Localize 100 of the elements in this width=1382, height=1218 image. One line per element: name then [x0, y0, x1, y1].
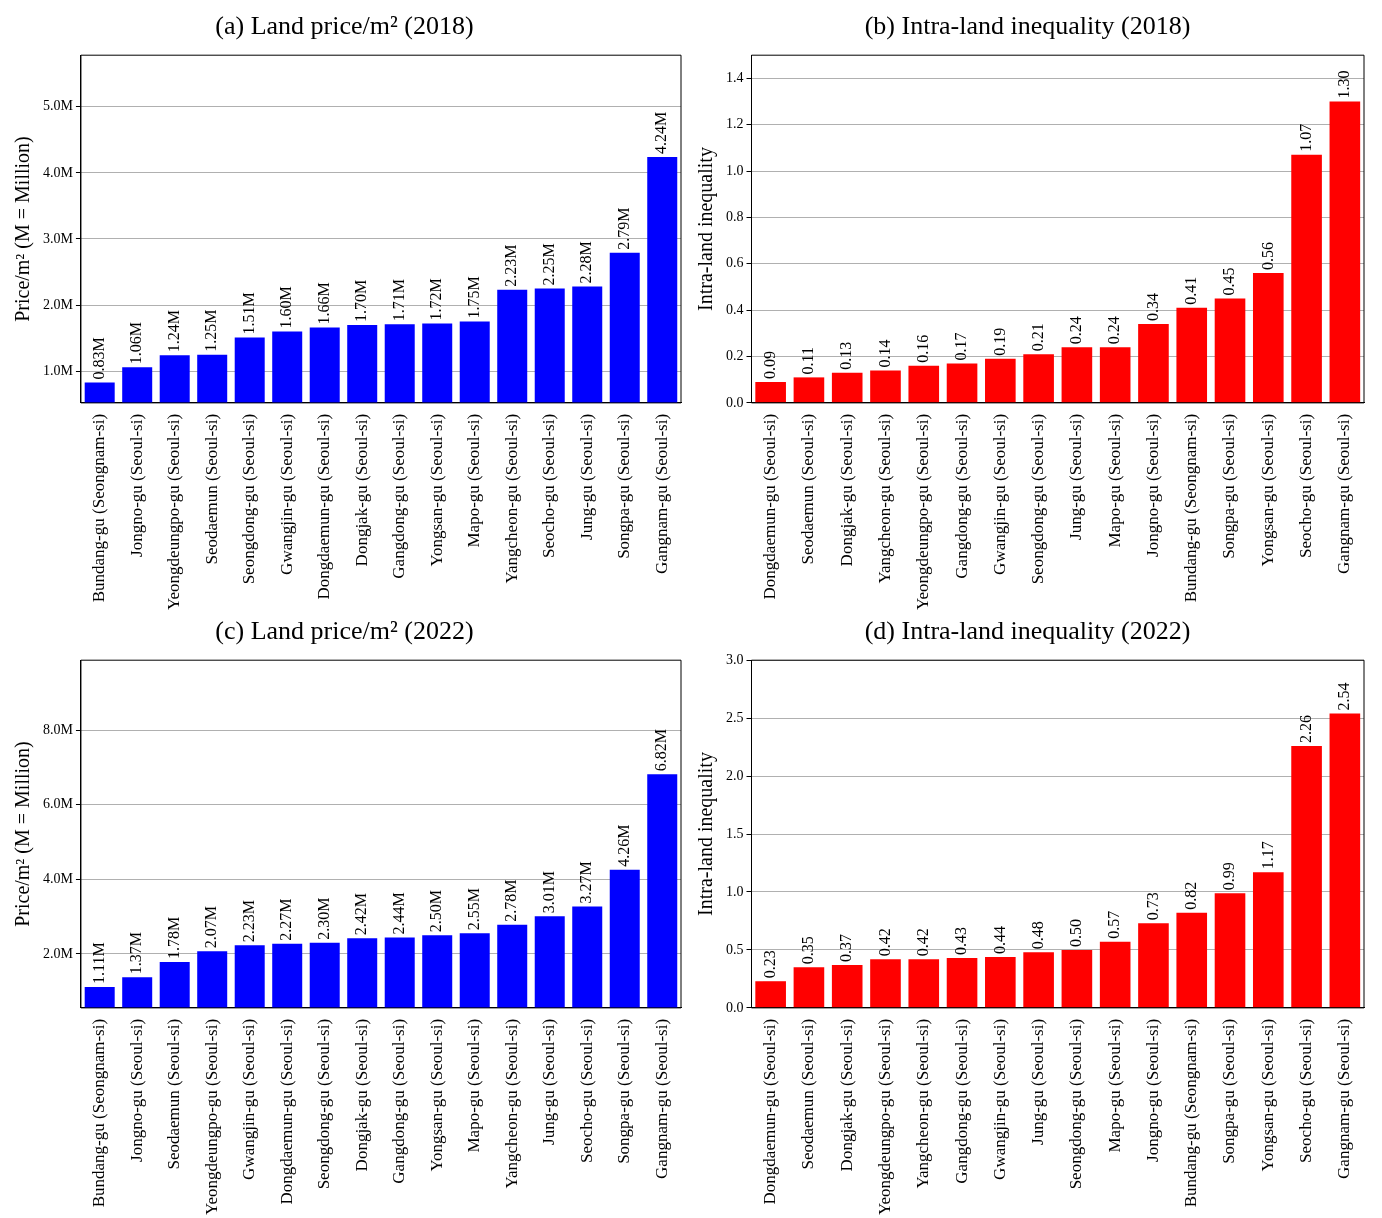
data-label: 0.35: [799, 936, 817, 965]
data-label: 0.57: [1105, 910, 1123, 939]
x-tick-label: Gangdong-gu (Seoul-si): [389, 1018, 409, 1184]
data-label: 1.70M: [352, 279, 370, 322]
data-label: 2.42M: [352, 892, 370, 936]
y-axis-title: Intra-land inequality: [694, 752, 718, 916]
y-tick-label: 0.2: [726, 348, 744, 364]
data-label: 0.16: [913, 334, 931, 363]
x-tick-label: Seodaemun (Seoul-si): [798, 1018, 818, 1170]
data-label: 0.48: [1028, 921, 1046, 950]
bar: [1291, 745, 1322, 1008]
data-label: 2.28M: [577, 241, 595, 284]
x-tick-label: Mapo-gu (Seoul-si): [464, 413, 484, 548]
x-tick-label: Gwangjin-gu (Seoul-si): [276, 413, 296, 575]
data-label: 0.50: [1067, 918, 1085, 947]
x-tick-label: Gangdong-gu (Seoul-si): [951, 1018, 971, 1184]
y-tick-label: 0.0: [726, 999, 744, 1015]
x-tick-label: Dongdaemun-gu (Seoul-si): [276, 1018, 296, 1205]
x-tick-label: Yeongdeungpo-gu (Seoul-si): [874, 1018, 894, 1215]
bar: [985, 956, 1016, 1008]
x-tick-label: Songpa-gu (Seoul-si): [1219, 1018, 1239, 1164]
y-tick-label: 4.0M: [43, 164, 74, 180]
bar: [755, 981, 786, 1008]
y-tick-label: 1.4: [726, 70, 744, 86]
data-label: 0.19: [990, 327, 1008, 356]
data-label: 0.45: [1220, 267, 1238, 296]
data-label: 1.51M: [239, 292, 257, 335]
x-tick-label: Bundang-gu (Seongnam-si): [1181, 413, 1201, 603]
x-tick-label: Jung-gu (Seoul-si): [1066, 413, 1086, 540]
data-label: 0.41: [1181, 276, 1199, 305]
x-tick-label: Yongsan-gu (Seoul-si): [1257, 413, 1277, 567]
data-label: 2.79M: [614, 207, 632, 250]
bar: [908, 959, 940, 1008]
x-tick-label: Dongdaemun-gu (Seoul-si): [314, 413, 334, 600]
x-tick-label: Jung-gu (Seoul-si): [539, 1018, 559, 1145]
x-tick-label: Bundang-gu (Seongnam-si): [89, 1018, 109, 1208]
x-tick-label: Gangnam-gu (Seoul-si): [651, 413, 671, 574]
data-label: 1.11M: [89, 942, 107, 985]
chart-title: (c) Land price/m² (2022): [215, 616, 474, 646]
data-label: 0.43: [952, 927, 970, 956]
y-tick-label: 4.0M: [43, 870, 74, 886]
data-label: 0.17: [952, 332, 970, 361]
x-tick-label: Seodaemun (Seoul-si): [164, 1018, 184, 1170]
data-label: 0.99: [1220, 862, 1238, 891]
data-label: 0.42: [875, 928, 893, 957]
bar: [1023, 952, 1054, 1008]
x-tick-label: Songpa-gu (Seoul-si): [614, 413, 634, 559]
data-label: 1.78M: [164, 916, 182, 960]
x-tick-label: Dongdaemun-gu (Seoul-si): [760, 413, 780, 600]
bar: [1329, 713, 1361, 1008]
bar: [1023, 354, 1054, 403]
data-label: 3.01M: [539, 870, 557, 914]
data-label: 2.23M: [239, 900, 257, 943]
x-tick-label: Songpa-gu (Seoul-si): [614, 1018, 634, 1164]
x-tick-label: Mapo-gu (Seoul-si): [464, 1018, 484, 1153]
data-label: 0.11: [799, 346, 817, 375]
x-tick-label: Yongsan-gu (Seoul-si): [426, 413, 446, 567]
bar: [870, 370, 901, 403]
bar: [946, 363, 978, 403]
data-label: 2.26: [1296, 714, 1314, 743]
data-label: 0.21: [1028, 323, 1046, 352]
x-tick-label: Dongjak-gu (Seoul-si): [351, 1018, 371, 1172]
bar: [1176, 912, 1208, 1008]
bar: [831, 965, 863, 1008]
data-label: 1.24M: [164, 310, 182, 353]
y-tick-label: 3.0: [726, 651, 744, 667]
x-tick-label: Dongdaemun-gu (Seoul-si): [760, 1018, 780, 1205]
data-label: 4.24M: [652, 111, 670, 154]
x-tick-label: Yeongdeungpo-gu (Seoul-si): [201, 1018, 221, 1215]
x-tick-label: Jung-gu (Seoul-si): [1028, 1018, 1048, 1145]
bar: [870, 959, 901, 1008]
data-label: 2.44M: [389, 892, 407, 935]
bar: [1252, 273, 1284, 403]
x-tick-label: Bundang-gu (Seongnam-si): [89, 413, 109, 603]
x-tick-label: Seodaemun (Seoul-si): [201, 413, 221, 565]
x-tick-label: Mapo-gu (Seoul-si): [1104, 1018, 1124, 1153]
x-tick-label: Songpa-gu (Seoul-si): [1219, 413, 1239, 559]
x-tick-label: Yongsan-gu (Seoul-si): [1257, 1018, 1277, 1172]
data-label: 1.75M: [464, 276, 482, 319]
x-tick-label: Seocho-gu (Seoul-si): [539, 413, 559, 558]
data-label: 2.54: [1335, 682, 1353, 711]
data-label: 4.26M: [614, 824, 632, 867]
y-tick-label: 1.0: [726, 883, 744, 899]
x-tick-label: Yangcheon-gu (Seoul-si): [501, 413, 521, 584]
data-label: 1.17: [1258, 841, 1276, 870]
x-tick-label: Seongdong-gu (Seoul-si): [1066, 1018, 1086, 1190]
data-label: 2.55M: [464, 888, 482, 931]
x-tick-label: Gwangjin-gu (Seoul-si): [239, 1018, 259, 1180]
y-tick-label: 0.0: [726, 394, 744, 410]
x-tick-label: Mapo-gu (Seoul-si): [1104, 413, 1124, 548]
bar: [1214, 893, 1246, 1008]
data-label: 0.73: [1143, 892, 1161, 921]
bar: [793, 377, 825, 403]
x-tick-label: Jongno-gu (Seoul-si): [1142, 413, 1162, 557]
y-tick-label: 0.4: [726, 301, 744, 317]
chart-title: (d) Intra-land inequality (2022): [864, 616, 1191, 646]
bar: [831, 372, 863, 403]
data-label: 1.72M: [427, 278, 445, 321]
x-tick-label: Yongsan-gu (Seoul-si): [426, 1018, 446, 1172]
x-tick-label: Gangdong-gu (Seoul-si): [389, 413, 409, 579]
